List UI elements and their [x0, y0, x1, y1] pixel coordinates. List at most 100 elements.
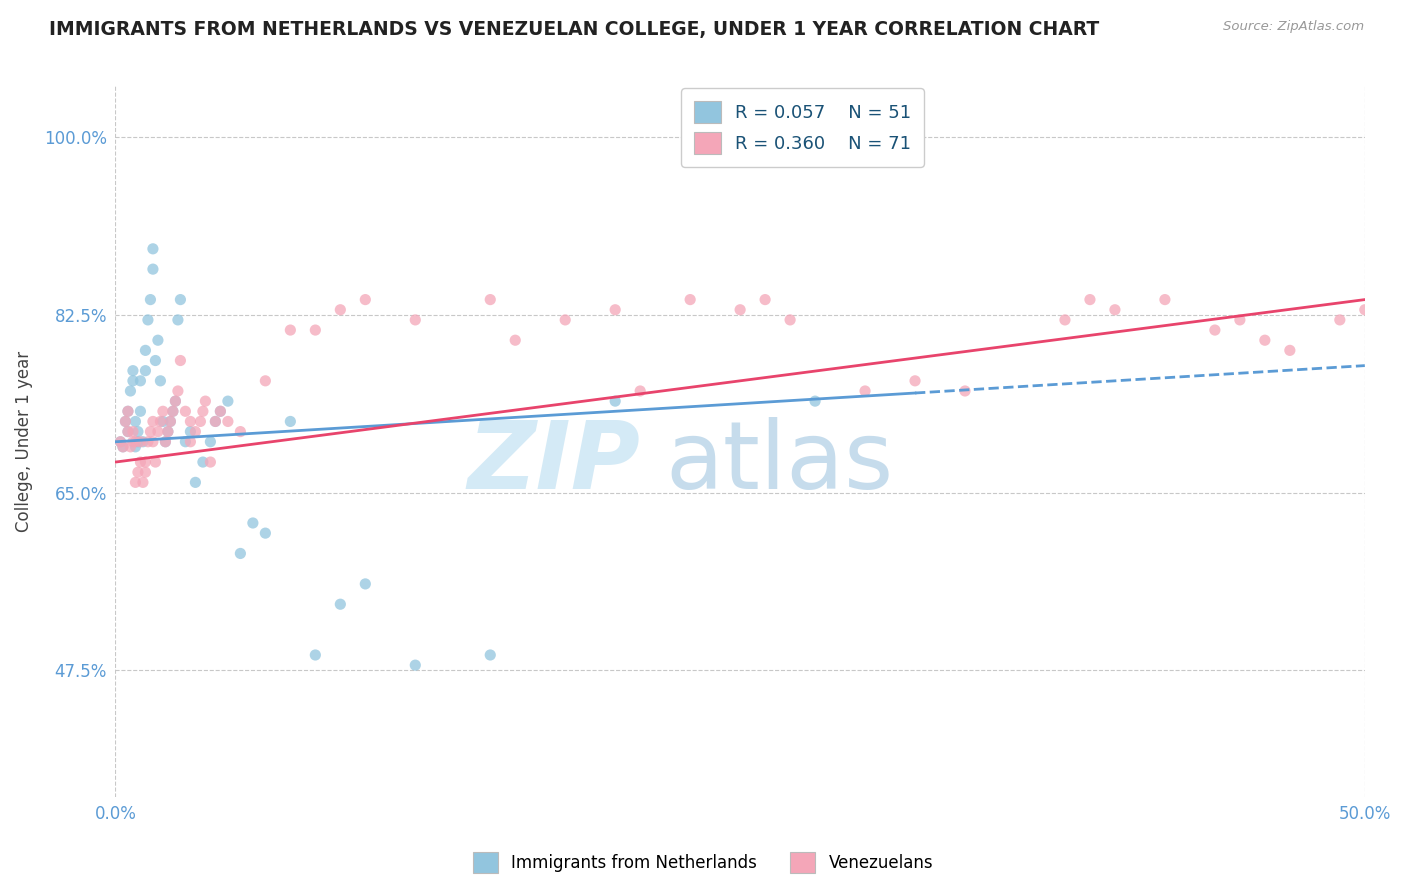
Point: [1053, 313, 1076, 327]
Point: [191, 455, 214, 469]
Point: [146, 425, 169, 439]
Point: [190, 414, 212, 428]
Point: [114, 414, 136, 428]
Point: [122, 364, 145, 378]
Point: [354, 293, 377, 307]
Point: [162, 404, 184, 418]
Point: [209, 404, 232, 418]
Point: [174, 434, 197, 449]
Point: [229, 546, 252, 560]
Point: [111, 440, 134, 454]
Point: [129, 455, 152, 469]
Point: [165, 394, 187, 409]
Point: [179, 425, 201, 439]
Point: [217, 414, 239, 428]
Point: [159, 414, 181, 428]
Point: [117, 404, 139, 418]
Point: [1329, 313, 1351, 327]
Point: [1254, 333, 1277, 347]
Point: [1278, 343, 1301, 358]
Point: [124, 440, 146, 454]
Point: [139, 425, 162, 439]
Point: [110, 434, 132, 449]
Point: [149, 374, 172, 388]
Point: [111, 440, 134, 454]
Point: [329, 302, 352, 317]
Point: [129, 404, 152, 418]
Point: [152, 414, 174, 428]
Point: [179, 414, 201, 428]
Point: [156, 425, 179, 439]
Point: [174, 404, 197, 418]
Text: ZIP: ZIP: [467, 417, 640, 509]
Point: [204, 414, 226, 428]
Point: [146, 333, 169, 347]
Point: [554, 313, 576, 327]
Point: [117, 425, 139, 439]
Point: [134, 455, 156, 469]
Point: [127, 465, 149, 479]
Point: [162, 404, 184, 418]
Point: [242, 516, 264, 530]
Point: [779, 313, 801, 327]
Point: [329, 597, 352, 611]
Point: [354, 577, 377, 591]
Point: [132, 475, 155, 490]
Point: [209, 404, 232, 418]
Point: [304, 648, 326, 662]
Point: [117, 404, 139, 418]
Point: [804, 394, 827, 409]
Point: [1078, 293, 1101, 307]
Point: [136, 313, 159, 327]
Point: [853, 384, 876, 398]
Point: [404, 658, 426, 673]
Point: [1104, 302, 1126, 317]
Point: [167, 384, 190, 398]
Point: [142, 434, 165, 449]
Point: [122, 425, 145, 439]
Point: [503, 333, 526, 347]
Point: [129, 374, 152, 388]
Point: [124, 434, 146, 449]
Legend: Immigrants from Netherlands, Venezuelans: Immigrants from Netherlands, Venezuelans: [465, 846, 941, 880]
Point: [120, 440, 142, 454]
Point: [254, 526, 277, 541]
Text: IMMIGRANTS FROM NETHERLANDS VS VENEZUELAN COLLEGE, UNDER 1 YEAR CORRELATION CHAR: IMMIGRANTS FROM NETHERLANDS VS VENEZUELA…: [49, 20, 1099, 38]
Point: [280, 414, 302, 428]
Y-axis label: College, Under 1 year: College, Under 1 year: [15, 351, 32, 533]
Legend: R = 0.057    N = 51, R = 0.360    N = 71: R = 0.057 N = 51, R = 0.360 N = 71: [681, 88, 924, 167]
Point: [1229, 313, 1251, 327]
Text: Source: ZipAtlas.com: Source: ZipAtlas.com: [1223, 20, 1364, 33]
Point: [124, 475, 146, 490]
Point: [200, 434, 222, 449]
Point: [142, 414, 165, 428]
Point: [145, 353, 167, 368]
Point: [129, 434, 152, 449]
Point: [191, 404, 214, 418]
Point: [136, 434, 159, 449]
Point: [179, 434, 201, 449]
Point: [169, 293, 191, 307]
Point: [156, 425, 179, 439]
Point: [904, 374, 927, 388]
Point: [159, 414, 181, 428]
Point: [167, 313, 190, 327]
Point: [132, 434, 155, 449]
Point: [304, 323, 326, 337]
Point: [728, 302, 751, 317]
Point: [1354, 302, 1376, 317]
Point: [134, 343, 156, 358]
Point: [142, 262, 165, 277]
Point: [229, 425, 252, 439]
Point: [122, 374, 145, 388]
Point: [155, 434, 177, 449]
Point: [679, 293, 702, 307]
Point: [127, 434, 149, 449]
Point: [139, 293, 162, 307]
Point: [404, 313, 426, 327]
Point: [152, 404, 174, 418]
Point: [117, 425, 139, 439]
Point: [134, 364, 156, 378]
Point: [155, 434, 177, 449]
Point: [122, 434, 145, 449]
